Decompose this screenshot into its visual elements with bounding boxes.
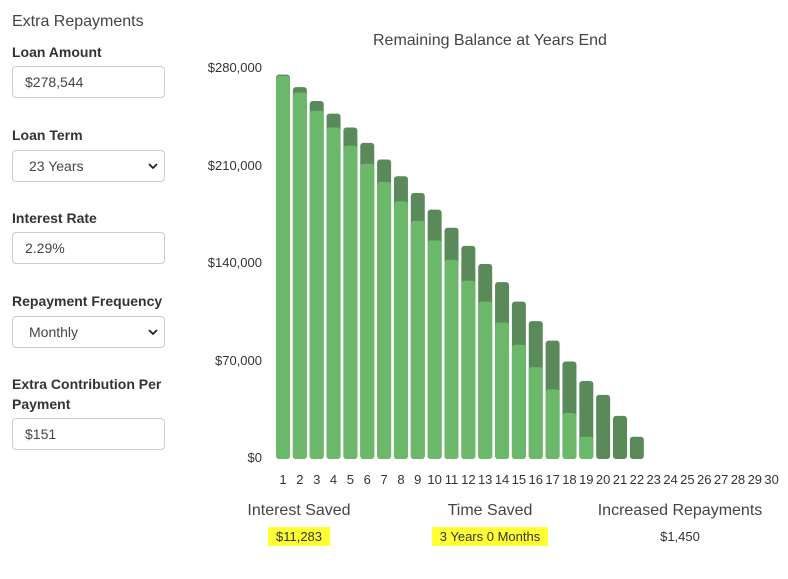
bar-original-balance <box>596 395 610 459</box>
interest-saved-amount: $11,283 <box>268 527 330 546</box>
bar-extra-repayment-balance <box>579 437 593 459</box>
interest-saved-label: Interest Saved <box>239 502 359 520</box>
bar-extra-repayment-balance <box>276 76 290 459</box>
x-tick-label: 21 <box>613 472 627 487</box>
increased-repayments-value: $1,450 <box>590 529 770 544</box>
x-tick-label: 27 <box>714 472 728 487</box>
x-tick-label: 19 <box>579 472 593 487</box>
bar-extra-repayment-balance <box>394 201 408 459</box>
x-tick-label: 7 <box>380 472 387 487</box>
x-tick-label: 9 <box>414 472 421 487</box>
x-tick-label: 12 <box>461 472 475 487</box>
bar-extra-repayment-balance <box>562 413 576 459</box>
bar-extra-repayment-balance <box>377 182 391 459</box>
x-tick-label: 30 <box>764 472 778 487</box>
x-tick-label: 13 <box>478 472 492 487</box>
bar-extra-repayment-balance <box>343 146 357 459</box>
x-tick-label: 22 <box>630 472 644 487</box>
bar-extra-repayment-balance <box>411 221 425 459</box>
x-tick-label: 28 <box>731 472 745 487</box>
x-tick-label: 6 <box>364 472 371 487</box>
x-tick-label: 16 <box>529 472 543 487</box>
x-tick-label: 17 <box>545 472 559 487</box>
x-tick-label: 8 <box>397 472 404 487</box>
bar-extra-repayment-balance <box>495 323 509 460</box>
x-tick-label: 25 <box>680 472 694 487</box>
bar-extra-repayment-balance <box>529 367 543 459</box>
x-tick-label: 23 <box>646 472 660 487</box>
time-saved-value: 3 Years 0 Months <box>420 529 560 544</box>
bar-extra-repayment-balance <box>327 128 341 460</box>
x-tick-label: 18 <box>562 472 576 487</box>
x-tick-label: 11 <box>445 472 459 487</box>
x-tick-label: 3 <box>313 472 320 487</box>
x-tick-label: 2 <box>296 472 303 487</box>
x-tick-label: 29 <box>748 472 762 487</box>
x-tick-label: 5 <box>347 472 354 487</box>
x-tick-label: 24 <box>663 472 677 487</box>
bar-extra-repayment-balance <box>310 111 324 459</box>
x-tick-label: 26 <box>697 472 711 487</box>
bar-extra-repayment-balance <box>445 260 459 459</box>
increased-repayments-label: Increased Repayments <box>590 502 770 520</box>
time-saved-amount: 3 Years 0 Months <box>432 527 548 546</box>
bar-extra-repayment-balance <box>546 389 560 459</box>
x-tick-label: 1 <box>279 472 286 487</box>
x-tick-label: 14 <box>495 472 509 487</box>
bar-original-balance <box>630 437 644 459</box>
bar-extra-repayment-balance <box>512 345 526 459</box>
bar-extra-repayment-balance <box>293 93 307 459</box>
bar-extra-repayment-balance <box>428 240 442 459</box>
x-tick-label: 20 <box>596 472 610 487</box>
x-tick-label: 4 <box>330 472 337 487</box>
interest-saved-value: $11,283 <box>239 529 359 544</box>
time-saved-label: Time Saved <box>420 502 560 520</box>
bar-extra-repayment-balance <box>360 164 374 459</box>
x-tick-label: 15 <box>512 472 526 487</box>
bar-extra-repayment-balance <box>478 302 492 459</box>
bar-extra-repayment-balance <box>461 281 475 459</box>
x-tick-label: 10 <box>427 472 441 487</box>
bar-original-balance <box>613 416 627 459</box>
